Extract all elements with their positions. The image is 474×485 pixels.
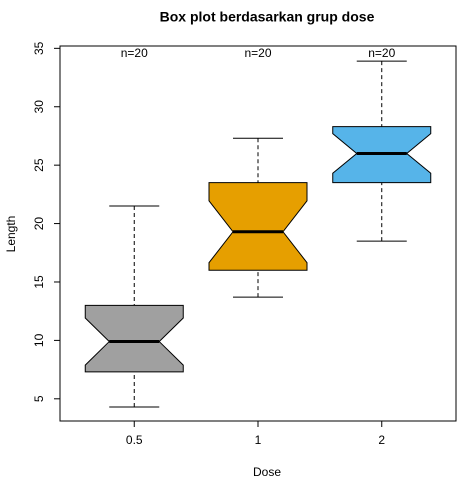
y-tick-label: 5	[32, 395, 46, 402]
x-axis-label: Dose	[253, 465, 281, 479]
y-tick-label: 30	[32, 100, 46, 114]
annotation: n=20	[121, 46, 148, 60]
x-tick-label: 0.5	[126, 433, 143, 447]
box	[208, 182, 308, 271]
x-tick-label: 2	[378, 433, 385, 447]
annotation: n=20	[368, 46, 395, 60]
y-axis-label: Length	[4, 216, 18, 253]
x-tick-label: 1	[255, 433, 262, 447]
y-tick-label: 20	[32, 217, 46, 231]
box	[84, 304, 184, 373]
annotation: n=20	[244, 46, 271, 60]
y-tick-label: 10	[32, 333, 46, 347]
y-tick-label: 15	[32, 275, 46, 289]
y-tick-label: 25	[32, 158, 46, 172]
chart-title: Box plot berdasarkan grup dose	[160, 9, 375, 25]
y-tick-label: 35	[32, 41, 46, 55]
